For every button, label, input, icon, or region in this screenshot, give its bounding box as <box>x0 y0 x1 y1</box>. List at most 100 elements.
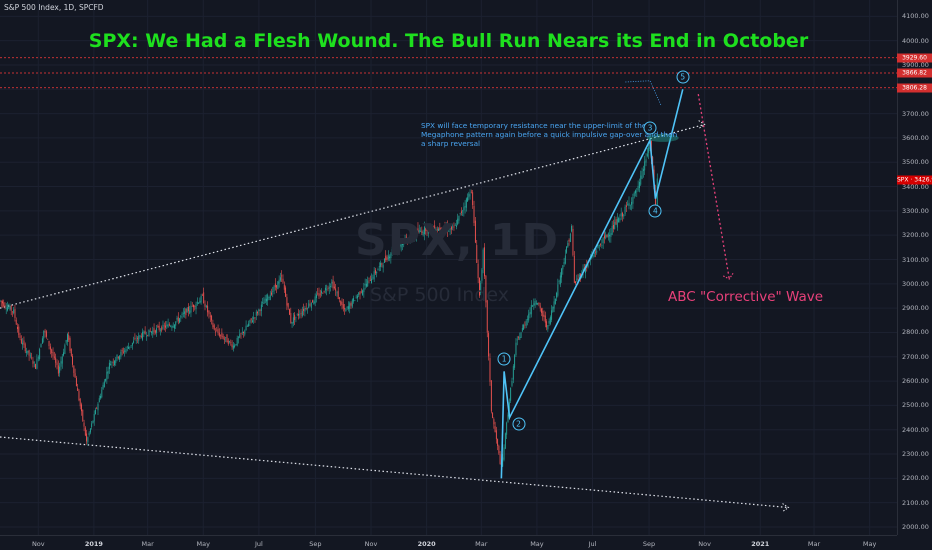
wave-label-4: 4 <box>648 204 662 218</box>
price-tick-label: 3300.00 <box>902 206 929 215</box>
candle-body <box>612 224 614 229</box>
candle-body <box>486 300 488 333</box>
candle-body <box>485 275 487 303</box>
candle-body <box>40 344 42 348</box>
price-tick-label: 2400.00 <box>902 425 929 434</box>
candle-body <box>33 362 35 364</box>
candle-body <box>644 161 646 171</box>
candle-body <box>580 274 581 278</box>
candle-body <box>276 285 278 288</box>
candle-body <box>614 222 616 230</box>
candle-body <box>108 362 110 370</box>
candle-body <box>22 342 24 345</box>
candle-body <box>512 366 514 380</box>
candle-body <box>195 304 197 310</box>
candle-body <box>398 244 400 246</box>
candle-body <box>642 169 644 172</box>
candle-body <box>152 330 154 335</box>
price-axis[interactable]: 2000.00 2100.00 2200.00 2300.00 2400.00 2500.… <box>897 0 932 535</box>
candle-body <box>230 342 232 344</box>
candle-body <box>382 265 384 268</box>
candle-body <box>190 305 192 313</box>
candle-body <box>641 171 643 179</box>
candle-body <box>510 387 512 401</box>
candle-body <box>5 308 7 309</box>
candle-body <box>81 404 82 412</box>
candle-body <box>180 316 182 318</box>
candle-body <box>277 281 279 290</box>
candle-body <box>628 202 630 206</box>
candle-body <box>427 226 429 234</box>
candle-body <box>222 336 224 339</box>
candle-body <box>17 326 18 330</box>
price-chart[interactable] <box>0 0 897 535</box>
candle-body <box>521 328 523 331</box>
candle-body <box>439 227 441 231</box>
candle-body <box>548 321 550 324</box>
candle-body <box>0 300 2 302</box>
candle-body <box>213 325 215 330</box>
candle-body <box>365 283 367 287</box>
candle-body <box>57 365 59 374</box>
candle-body <box>48 340 50 347</box>
candle-body <box>157 325 159 328</box>
candle-body <box>378 266 380 268</box>
candle-body <box>267 294 269 301</box>
candle-body <box>416 231 418 239</box>
candle-body <box>294 314 296 321</box>
candle-body <box>49 346 51 350</box>
candle-body <box>420 230 421 232</box>
candle-body <box>272 291 274 292</box>
candle-body <box>480 283 482 293</box>
wave-label-3: 3 <box>643 121 657 135</box>
candle-body <box>175 321 177 326</box>
candle-body <box>616 218 618 228</box>
time-tick-label: May <box>530 540 544 548</box>
candle-body <box>53 356 55 358</box>
candle-body <box>26 351 27 353</box>
candle-body <box>394 247 396 250</box>
candle-body <box>607 233 609 238</box>
price-tick-label: 2900.00 <box>902 304 929 313</box>
candle-body <box>317 293 319 295</box>
candle-body <box>403 243 405 245</box>
megaphone-upper-line <box>0 123 705 309</box>
candle-body <box>408 240 410 242</box>
candle-body <box>602 237 604 244</box>
resistance-touch-highlight <box>646 133 679 142</box>
price-tick-label: 3600.00 <box>902 133 929 142</box>
candle-body <box>142 331 144 340</box>
candle-body <box>32 360 34 364</box>
candle-body <box>226 334 228 343</box>
candle-body <box>254 317 256 319</box>
candle-body <box>341 301 343 306</box>
candle-body <box>503 447 505 460</box>
candle-body <box>563 262 565 265</box>
candle-body <box>20 339 22 344</box>
candle-body <box>328 286 330 289</box>
candle-body <box>430 224 432 231</box>
time-tick-label: Sep <box>642 540 656 548</box>
candle-body <box>124 350 126 352</box>
candle-body <box>56 362 58 366</box>
candle-body <box>2 301 3 304</box>
time-axis[interactable]: Nov 2019 Mar May Jul Sep Nov 2020 Mar May Jul Sep No… <box>0 535 897 550</box>
candle-body <box>441 231 443 233</box>
candle-body <box>291 321 293 325</box>
symbol-info[interactable]: S&P 500 Index, 1D, SPCFD <box>4 3 104 12</box>
candle-body <box>502 457 504 467</box>
chart-title: SPX: We Had a Flesh Wound. The Bull Run … <box>88 30 809 52</box>
resistance-price-badge: 3929.60 <box>897 53 932 63</box>
time-tick-label: Mar <box>141 540 154 548</box>
candle-body <box>112 361 114 363</box>
candle-body <box>473 205 475 223</box>
current-price-badge: SPX · 3426.96 <box>897 175 932 185</box>
candle-body <box>405 236 407 240</box>
candle-body <box>567 242 569 248</box>
candle-body <box>559 275 561 285</box>
candle-body <box>15 319 17 325</box>
candle-body <box>87 437 89 443</box>
candle-body <box>489 358 491 382</box>
candle-body <box>535 303 537 304</box>
candle-body <box>245 325 247 331</box>
